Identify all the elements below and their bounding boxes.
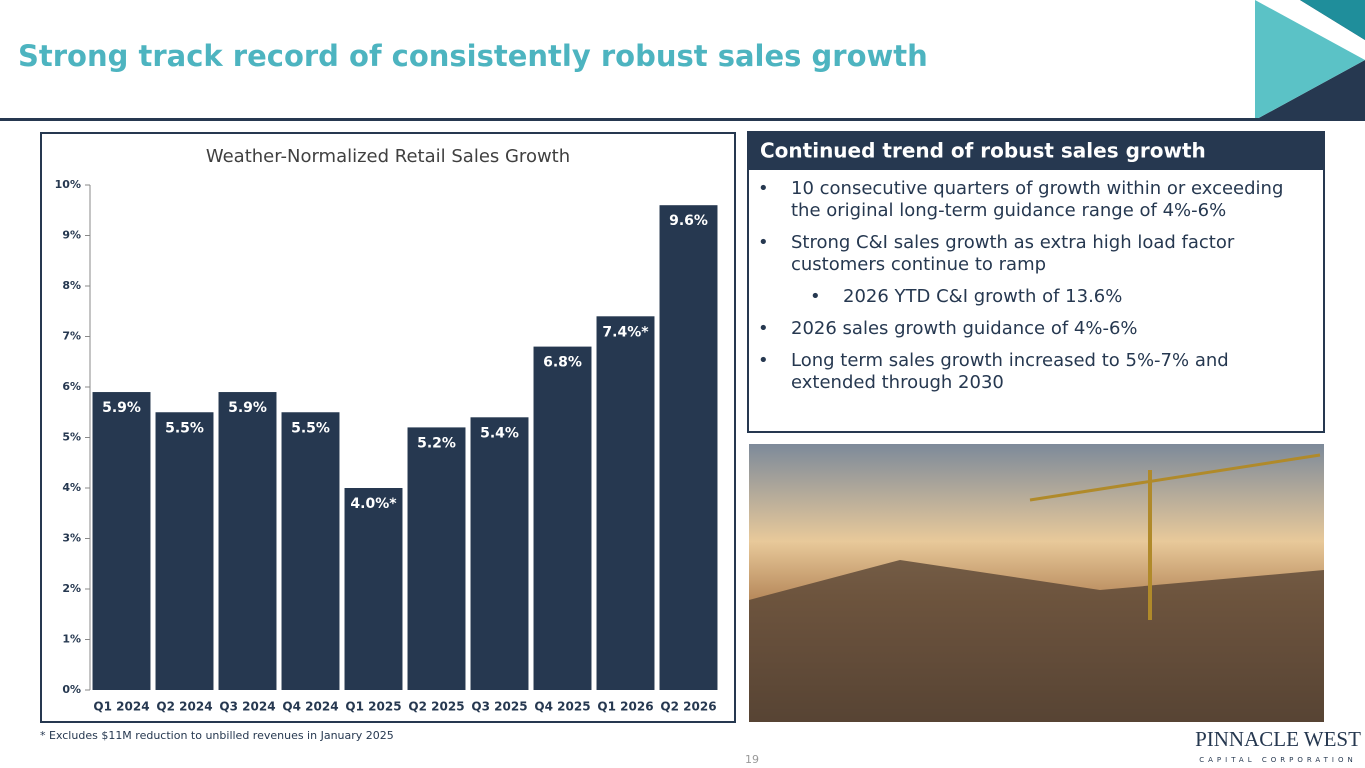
- bar: [407, 427, 466, 690]
- corner-accent: [1300, 0, 1365, 40]
- value-label: 5.9%: [228, 400, 267, 416]
- x-tick-label: Q4 2024: [282, 700, 338, 714]
- sub-bullet: • 2026 YTD C&I growth of 13.6%: [758, 286, 1313, 308]
- footnote: * Excludes $11M reduction to unbilled re…: [40, 729, 394, 742]
- slide-title: Strong track record of consistently robu…: [18, 39, 928, 73]
- bar: [92, 392, 151, 690]
- photo-ground: [749, 560, 1324, 722]
- value-label: 5.4%: [480, 425, 519, 441]
- value-label: 5.5%: [165, 420, 204, 436]
- y-tick-label: 4%: [62, 481, 81, 494]
- y-tick-label: 3%: [62, 532, 81, 545]
- y-tick-label: 7%: [62, 330, 81, 343]
- panel-heading: Continued trend of robust sales growth: [760, 139, 1206, 163]
- bar: [659, 205, 718, 690]
- bullet-text: 10 consecutive quarters of growth within…: [791, 178, 1284, 221]
- photo-crane-arm: [1029, 453, 1321, 502]
- panel-heading-bg: [748, 132, 1324, 170]
- y-tick-label: 5%: [62, 431, 81, 444]
- y-tick-label: 9%: [62, 229, 81, 242]
- bullet-dot: •: [758, 232, 769, 253]
- x-tick-label: Q2 2026: [660, 700, 716, 714]
- bar: [155, 412, 214, 690]
- y-tick-label: 1%: [62, 633, 81, 646]
- y-tick-label: 8%: [62, 279, 81, 292]
- chart-title: Weather-Normalized Retail Sales Growth: [206, 146, 570, 167]
- bullet-text: Strong C&I sales growth as extra high lo…: [791, 232, 1235, 275]
- x-tick-label: Q4 2025: [534, 700, 590, 714]
- x-tick-label: Q3 2025: [471, 700, 527, 714]
- bar: [596, 316, 655, 690]
- bullet-dot: •: [810, 286, 821, 307]
- y-tick-label: 10%: [55, 178, 81, 191]
- bar: [218, 392, 277, 690]
- value-label: 7.4%*: [602, 324, 649, 340]
- bullet: • Long term sales growth increased to 5%-…: [758, 350, 1313, 394]
- bar: [344, 488, 403, 690]
- corner-triangle: [1255, 0, 1365, 120]
- bullet-text: 2026 YTD C&I growth of 13.6%: [843, 286, 1123, 307]
- value-label: 4.0%*: [350, 496, 397, 512]
- value-label: 5.9%: [102, 400, 141, 416]
- bar: [470, 417, 529, 690]
- logo-tagline: CAPITAL CORPORATION: [1199, 756, 1357, 764]
- x-tick-label: Q1 2026: [597, 700, 653, 714]
- bar: [533, 346, 592, 690]
- y-tick-label: 6%: [62, 380, 81, 393]
- bullet: • Strong C&I sales growth as extra high l…: [758, 232, 1313, 276]
- y-tick-label: 2%: [62, 582, 81, 595]
- bullet-dot: •: [758, 318, 769, 339]
- value-label: 9.6%: [669, 213, 708, 229]
- bullet-dot: •: [758, 178, 769, 199]
- x-tick-label: Q1 2025: [345, 700, 401, 714]
- bullet-text: 2026 sales growth guidance of 4%-6%: [791, 318, 1138, 339]
- bar: [281, 412, 340, 690]
- value-label: 6.8%: [543, 355, 582, 371]
- bullet-list: • 10 consecutive quarters of growth withi…: [758, 178, 1313, 404]
- page-number: 19: [745, 753, 759, 766]
- value-label: 5.5%: [291, 420, 330, 436]
- photo: [749, 444, 1324, 722]
- x-tick-label: Q1 2024: [93, 700, 149, 714]
- x-tick-label: Q3 2024: [219, 700, 275, 714]
- bullet: • 2026 sales growth guidance of 4%-6%: [758, 318, 1313, 340]
- value-label: 5.2%: [417, 435, 456, 451]
- x-tick-label: Q2 2024: [156, 700, 212, 714]
- bullet: • 10 consecutive quarters of growth withi…: [758, 178, 1313, 222]
- y-tick-label: 0%: [62, 683, 81, 696]
- x-tick-label: Q2 2025: [408, 700, 464, 714]
- bullet-dot: •: [758, 350, 769, 371]
- logo-name: PINNACLE WEST: [1195, 727, 1361, 751]
- chart-frame: [40, 132, 736, 723]
- bullet-text: Long term sales growth increased to 5%-7…: [791, 350, 1229, 393]
- header-rule: [0, 118, 1365, 121]
